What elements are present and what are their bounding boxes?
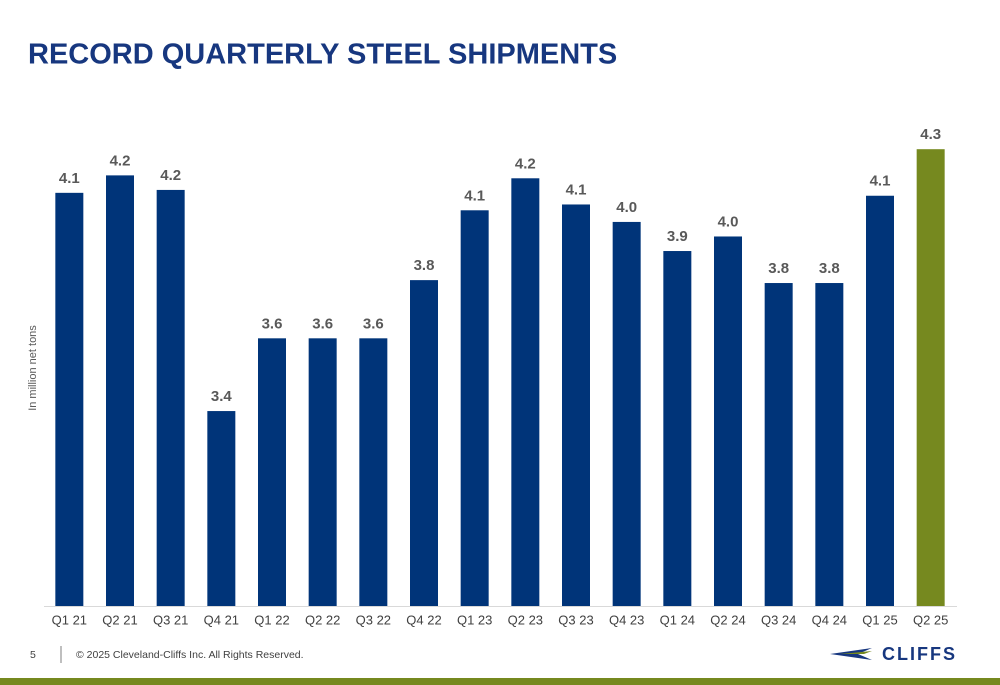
x-tick-label: Q3 23 xyxy=(558,612,593,627)
copyright: © 2025 Cleveland-Cliffs Inc. All Rights … xyxy=(76,649,304,661)
value-label: 4.2 xyxy=(160,167,181,184)
x-tick-label: Q4 24 xyxy=(812,612,847,627)
bar xyxy=(106,175,134,606)
value-label: 4.2 xyxy=(515,155,536,172)
bar xyxy=(511,178,540,606)
value-label: 3.6 xyxy=(363,315,384,332)
bar xyxy=(714,236,742,606)
chart-title: RECORD QUARTERLY STEEL SHIPMENTS xyxy=(28,39,617,71)
x-tick-label: Q1 23 xyxy=(457,612,492,627)
bar xyxy=(562,204,590,606)
bar xyxy=(815,283,844,606)
value-label: 4.1 xyxy=(870,173,891,190)
x-tick-label: Q2 24 xyxy=(710,612,745,627)
value-label: 3.8 xyxy=(414,257,435,274)
value-label: 4.1 xyxy=(464,187,485,204)
x-tick-label: Q3 22 xyxy=(356,612,391,627)
x-tick-label: Q1 21 xyxy=(52,612,87,627)
x-tick-label: Q3 21 xyxy=(153,612,188,627)
x-tick-label: Q4 23 xyxy=(609,612,644,627)
bar xyxy=(460,210,489,606)
value-label: 3.8 xyxy=(819,260,840,277)
bar xyxy=(55,192,84,606)
value-label: 3.8 xyxy=(768,260,789,277)
bar xyxy=(156,189,185,606)
bar xyxy=(258,338,286,606)
value-label: 4.1 xyxy=(566,181,587,198)
x-tick-label: Q1 25 xyxy=(862,612,897,627)
x-tick-label: Q4 21 xyxy=(204,612,239,627)
page-number: 5 xyxy=(30,649,36,661)
bar xyxy=(308,338,337,606)
value-label: 4.0 xyxy=(616,199,637,216)
x-tick-label: Q4 22 xyxy=(406,612,441,627)
bar xyxy=(612,221,641,607)
bar xyxy=(764,283,793,606)
y-axis-label: In million net tons xyxy=(27,325,39,411)
value-label: 4.0 xyxy=(718,213,739,230)
bar xyxy=(410,280,438,606)
bottom-band xyxy=(0,678,1000,685)
x-tick-label: Q1 22 xyxy=(254,612,289,627)
logo-icon xyxy=(830,648,872,660)
logo: CLIFFS xyxy=(882,644,957,664)
bar xyxy=(663,251,692,606)
value-label: 3.4 xyxy=(211,388,233,405)
bar xyxy=(916,149,945,607)
value-label: 4.1 xyxy=(59,170,80,187)
x-tick-label: Q1 24 xyxy=(660,612,695,627)
value-label: 4.2 xyxy=(110,152,131,169)
value-label: 4.3 xyxy=(920,126,941,143)
bar xyxy=(359,338,388,606)
value-label: 3.6 xyxy=(262,315,283,332)
x-tick-label: Q2 23 xyxy=(508,612,543,627)
x-tick-label: Q2 22 xyxy=(305,612,340,627)
value-label: 3.9 xyxy=(667,228,688,245)
bar xyxy=(866,195,894,606)
x-tick-label: Q2 25 xyxy=(913,612,948,627)
x-tick-label: Q3 24 xyxy=(761,612,796,627)
x-tick-label: Q2 21 xyxy=(102,612,137,627)
bar xyxy=(207,411,236,606)
value-label: 3.6 xyxy=(312,315,333,332)
